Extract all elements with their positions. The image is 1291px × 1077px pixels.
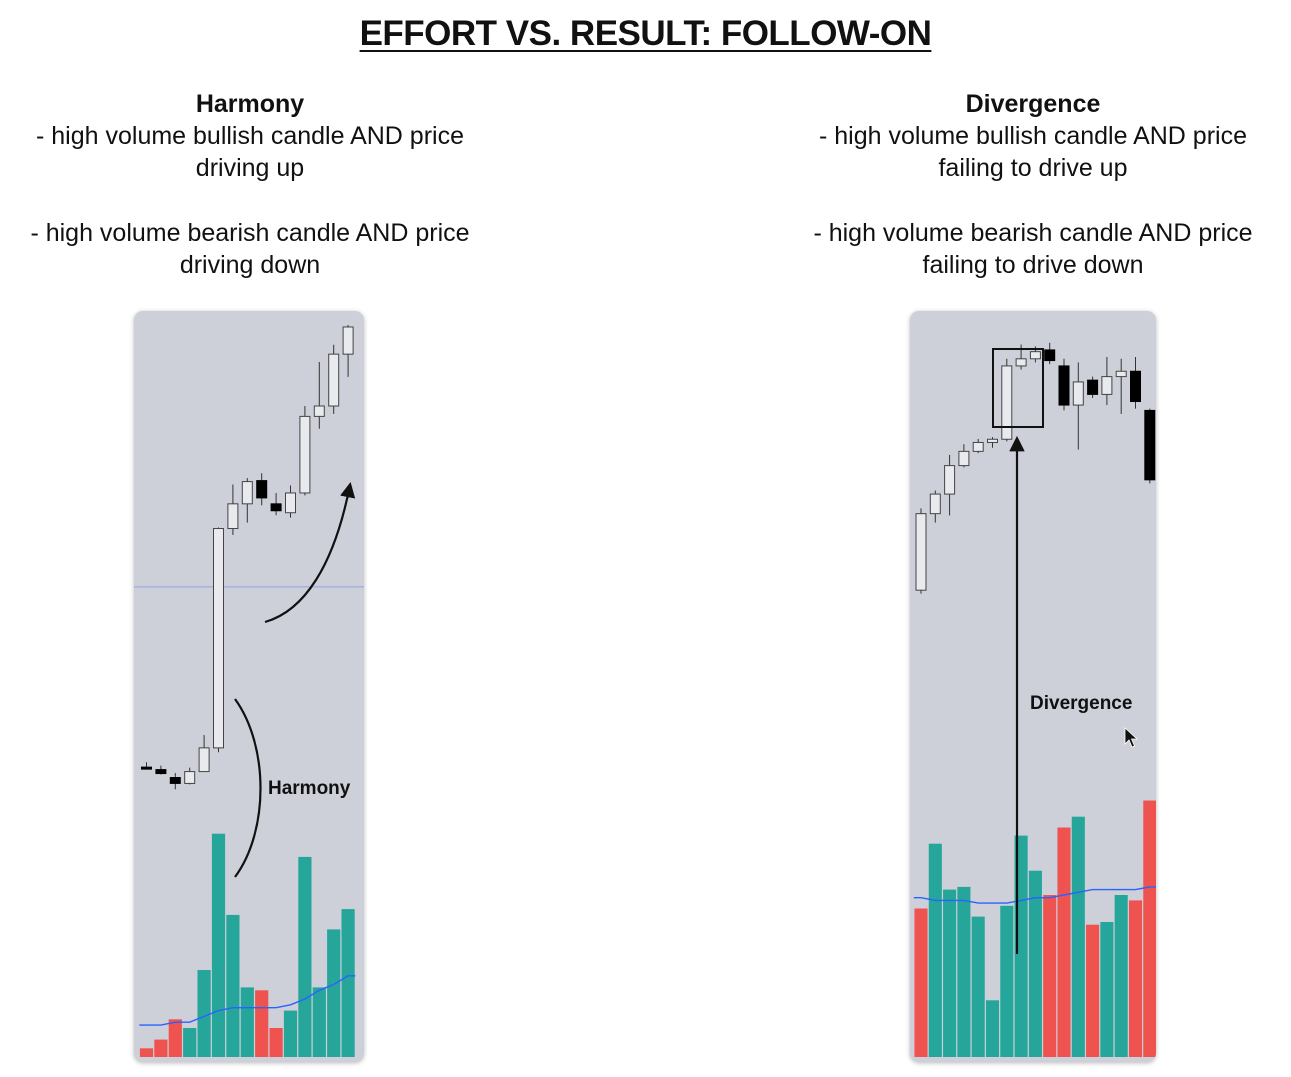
divergence-description: Divergence - high volume bullish candle … <box>783 88 1283 281</box>
harmony-candle <box>155 769 167 775</box>
harmony-volume-bar <box>211 833 226 1057</box>
divergence-volume-bar <box>943 889 957 1057</box>
divergence-volume-bar <box>1100 922 1114 1057</box>
divergence-volume-bar <box>1086 924 1100 1057</box>
harmony-candle <box>184 771 196 784</box>
divergence-volume-bar <box>928 843 942 1057</box>
harmony-point-bullish: - high volume bullish candle AND price d… <box>36 122 464 182</box>
divergence-candle <box>1101 376 1113 395</box>
harmony-chart-panel: Harmony <box>134 311 364 1062</box>
divergence-candle <box>1001 365 1013 440</box>
divergence-point-bearish: - high volume bearish candle AND price f… <box>813 219 1253 279</box>
divergence-candle <box>1058 365 1070 406</box>
harmony-volume-bar <box>197 970 211 1057</box>
divergence-volume-bar <box>971 916 985 1057</box>
divergence-volume-bar <box>1071 816 1085 1057</box>
harmony-bracket <box>234 698 262 878</box>
divergence-volume-bar <box>1057 827 1071 1057</box>
harmony-volume-bar <box>139 1048 154 1057</box>
divergence-chart-panel: Divergence <box>910 311 1156 1062</box>
harmony-candle <box>213 528 224 749</box>
harmony-candle <box>342 326 354 355</box>
divergence-volume-bar <box>1114 895 1128 1057</box>
divergence-heading: Divergence <box>965 90 1101 118</box>
divergence-candle <box>944 465 956 495</box>
divergence-annotation-label: Divergence <box>1030 693 1132 714</box>
harmony-candle <box>241 481 253 505</box>
harmony-volume-bar <box>255 990 269 1057</box>
divergence-candle <box>987 438 998 443</box>
divergence-highlight-box <box>992 348 1044 428</box>
divergence-candle <box>1044 349 1056 362</box>
divergence-candle <box>929 493 941 515</box>
page-title-text: EFFORT VS. RESULT: FOLLOW-ON <box>359 14 932 53</box>
harmony-candle <box>198 747 210 773</box>
harmony-point-bearish: - high volume bearish candle AND price d… <box>30 219 470 279</box>
divergence-chart: Divergence <box>913 342 1156 1057</box>
harmony-candle <box>285 492 296 514</box>
mouse-cursor-icon <box>1124 727 1139 748</box>
harmony-heading: Harmony <box>195 90 305 118</box>
harmony-volume-ma-line <box>139 975 356 1026</box>
harmony-candle <box>270 503 282 512</box>
harmony-follow-through-arrow <box>264 481 356 624</box>
harmony-volume-bar <box>341 909 355 1057</box>
harmony-candle <box>227 503 239 530</box>
divergence-candle <box>1072 381 1084 406</box>
harmony-volume-bar <box>312 987 326 1057</box>
harmony-chart: Harmony <box>134 325 364 1057</box>
harmony-volume-bar <box>240 987 254 1057</box>
divergence-candle <box>958 450 970 467</box>
harmony-candle <box>256 480 268 499</box>
divergence-volume-bar <box>914 908 928 1057</box>
harmony-volume-bar <box>298 856 312 1057</box>
divergence-volume-bar <box>1143 800 1156 1057</box>
harmony-volume-bar <box>269 1028 283 1057</box>
page-title: EFFORT VS. RESULT: FOLLOW-ON <box>0 14 1291 54</box>
harmony-candle <box>169 777 181 784</box>
harmony-candle <box>299 415 311 494</box>
harmony-volume-bar <box>183 1028 197 1057</box>
divergence-candle <box>1115 370 1127 378</box>
divergence-candle <box>1029 351 1041 360</box>
divergence-candle <box>1015 358 1027 367</box>
divergence-candle <box>1087 379 1099 395</box>
harmony-volume-bar <box>226 914 240 1057</box>
divergence-volume-ma-line <box>913 886 1156 904</box>
divergence-volume-bar <box>957 886 971 1057</box>
divergence-point-bullish: - high volume bullish candle AND price f… <box>819 122 1247 182</box>
divergence-candle <box>1130 370 1141 403</box>
divergence-candle <box>915 513 927 591</box>
harmony-annotation-label: Harmony <box>268 778 351 799</box>
divergence-candle <box>1144 409 1156 481</box>
divergence-volume-bar <box>1000 905 1014 1057</box>
harmony-candle <box>141 766 152 770</box>
harmony-candle <box>328 353 340 407</box>
harmony-volume-bar <box>327 929 341 1057</box>
divergence-volume-bar <box>1028 870 1042 1057</box>
harmony-description: Harmony - high volume bullish candle AND… <box>0 88 500 281</box>
harmony-volume-bar <box>283 1010 298 1057</box>
harmony-candle <box>313 405 325 417</box>
divergence-volume-bar <box>1128 900 1143 1057</box>
divergence-volume-bar <box>1043 895 1057 1057</box>
harmony-volume-bar <box>168 1019 182 1057</box>
divergence-candle <box>972 441 984 452</box>
harmony-volume-bar <box>154 1039 168 1057</box>
divergence-volume-bar <box>985 1000 1000 1057</box>
